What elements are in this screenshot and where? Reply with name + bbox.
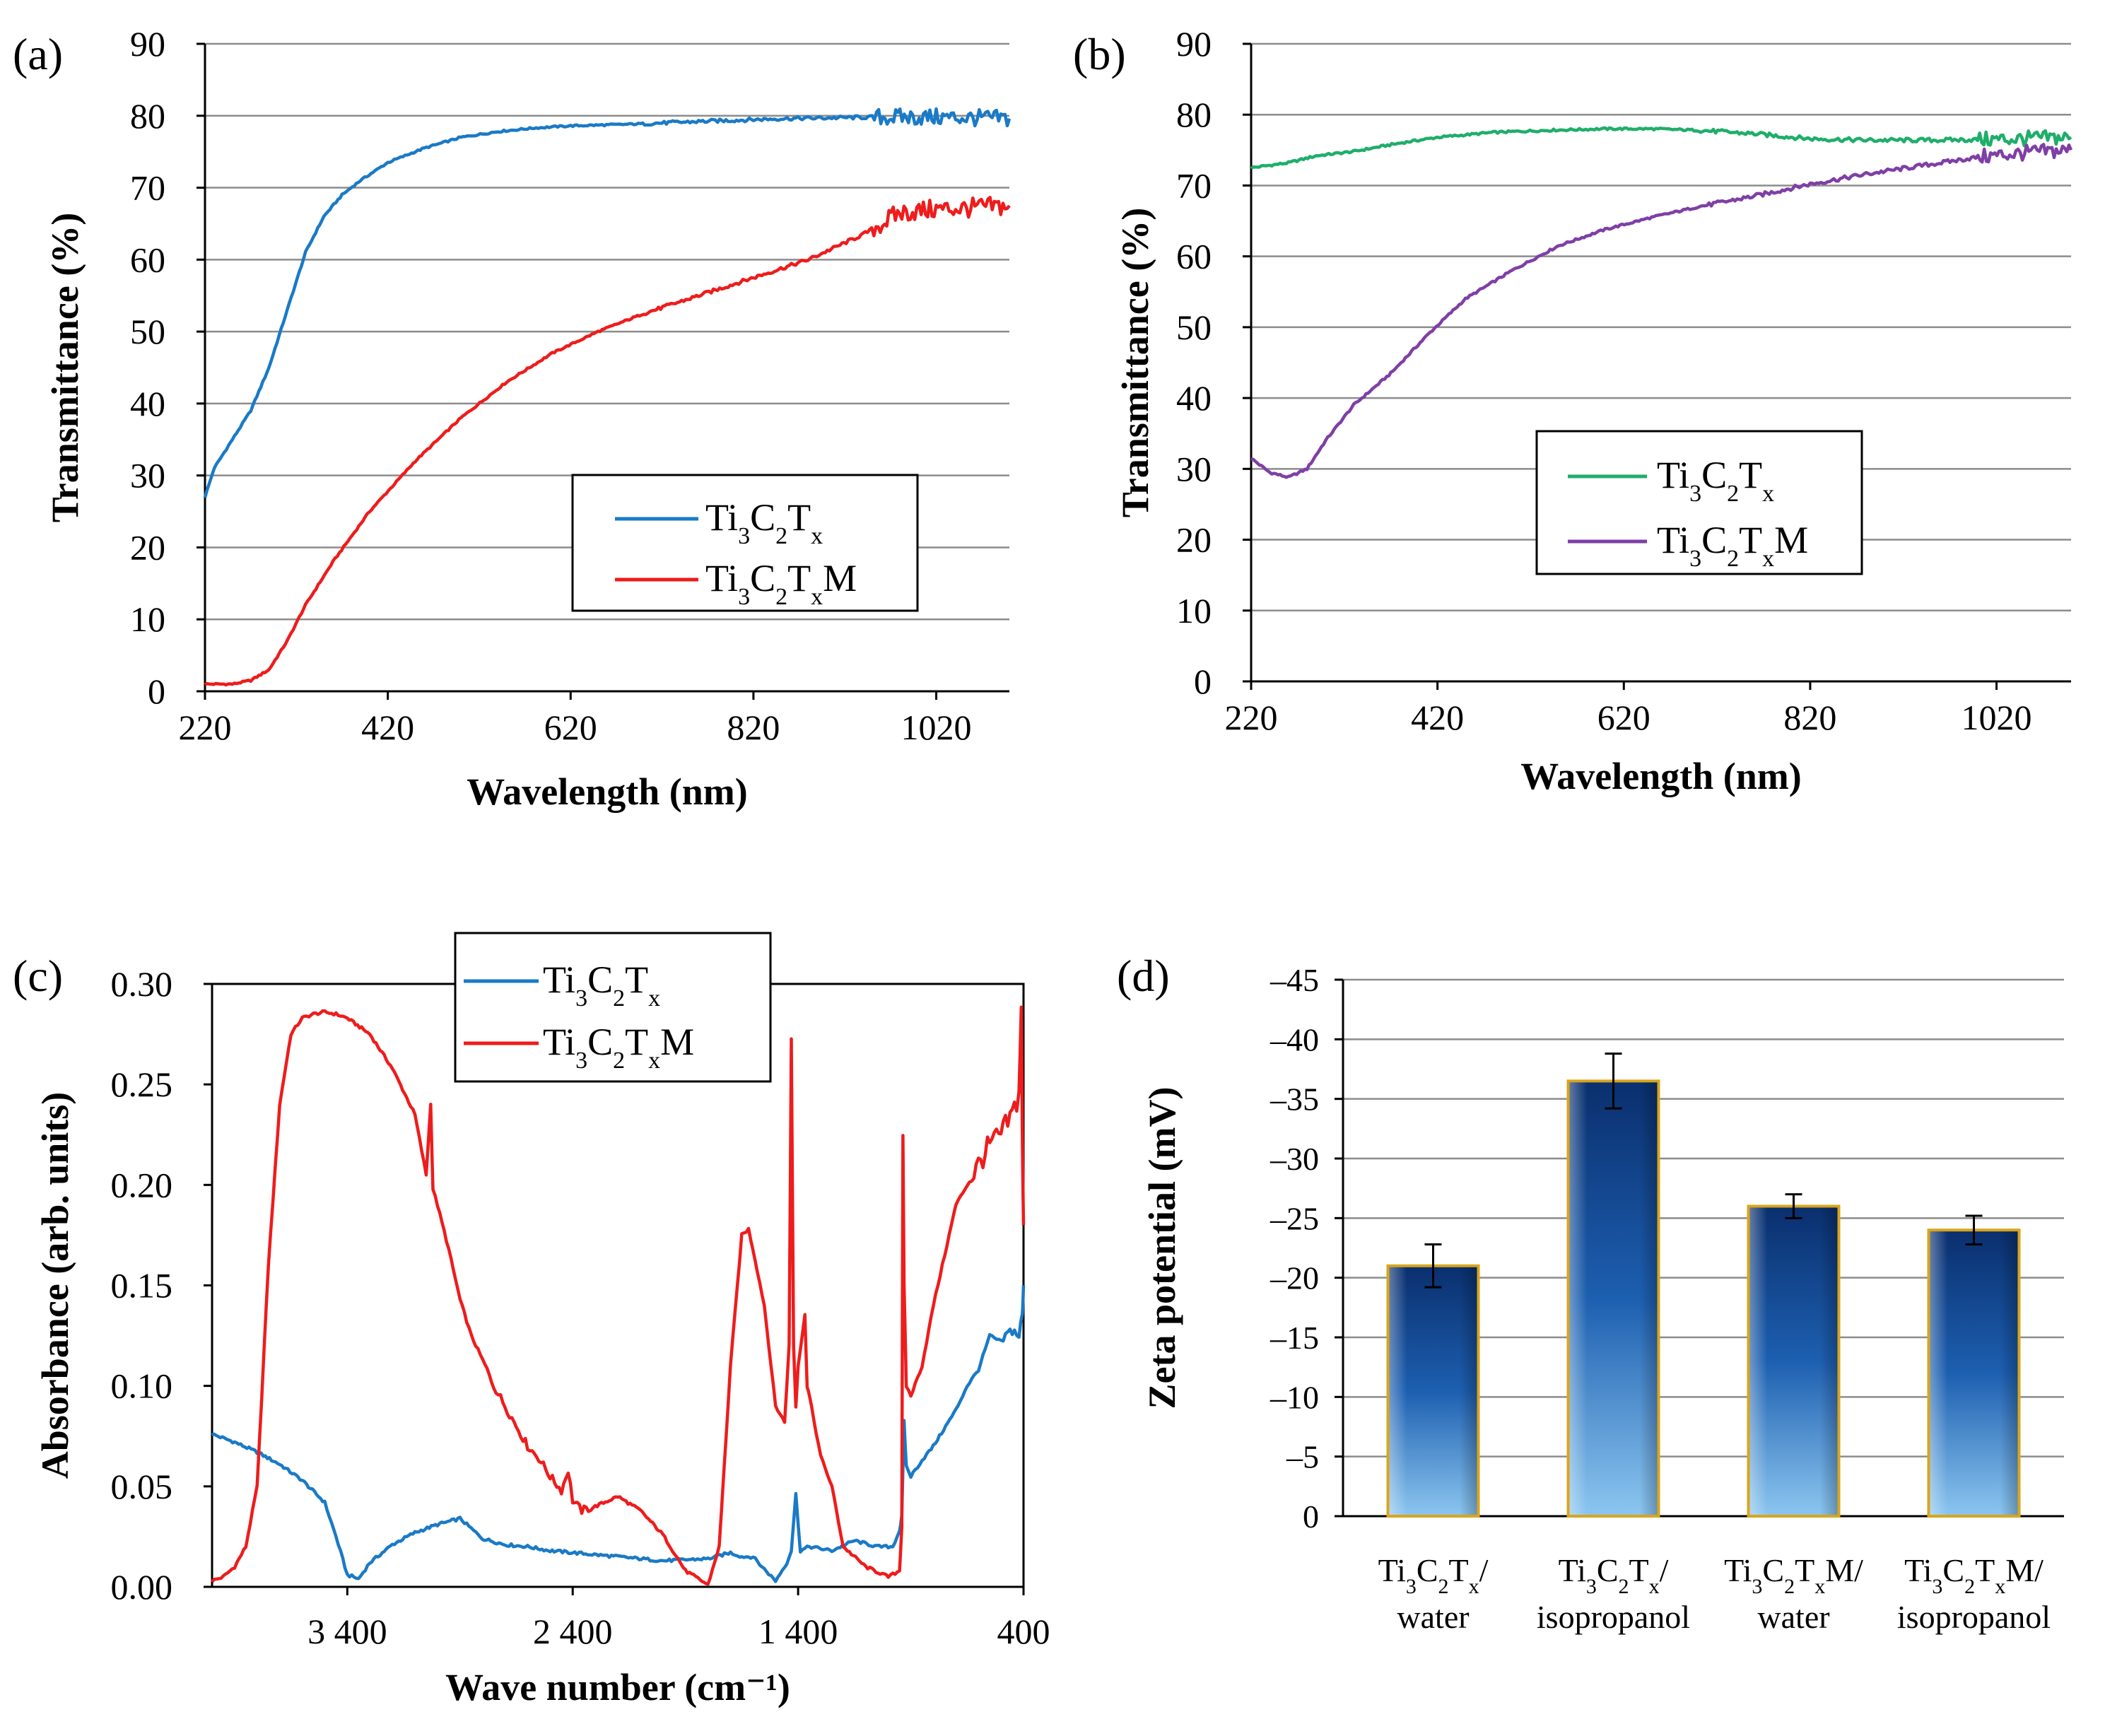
y-tick-label: 40 [130, 384, 165, 423]
chart-c: 0.00 0.05 0.10 0.15 0.20 0.25 0.30 3 400 2 400 1 … [34, 932, 1050, 1708]
bar-shade [1930, 1231, 2018, 1515]
legend-label-ti3c2tx: Ti3C2Tx [705, 496, 823, 549]
x-tick-label: 2 400 [533, 1612, 613, 1651]
series-line-ti3c2txm [211, 1005, 1026, 1586]
y-tick-label: 0.10 [111, 1366, 173, 1406]
series-line-ti3c2txm [1250, 143, 2073, 479]
y-tick-label: 10 [1176, 591, 1212, 631]
y-tick-label: 70 [1176, 165, 1212, 205]
y-tick-label: 20 [1176, 520, 1212, 560]
y-tick-label: 80 [130, 96, 165, 136]
x-axis-title: Wave number (cm⁻¹) [445, 1666, 790, 1708]
y-tick-label: –45 [1270, 962, 1319, 998]
y-tick-label: –40 [1270, 1021, 1319, 1057]
x-tick-label: 820 [1783, 698, 1836, 737]
y-tick-label: 40 [1176, 378, 1212, 418]
y-axis-title: Transmittance (%) [44, 213, 86, 522]
y-tick-label: 50 [130, 312, 165, 351]
y-tick-label: 0.15 [111, 1266, 173, 1306]
y-tick-label: –15 [1270, 1320, 1319, 1356]
panel-label-a: (a) [13, 29, 63, 79]
series-line-ti3c2tx [211, 1285, 1026, 1583]
y-tick-label: 50 [1176, 307, 1212, 347]
bar-shade [1749, 1207, 1838, 1515]
y-tick-label: 0.00 [111, 1567, 173, 1607]
y-axis-title: Absorbance (arb. units) [34, 1092, 76, 1479]
y-tick-label: –20 [1270, 1260, 1319, 1296]
panel-label-d: (d) [1117, 951, 1170, 1001]
category-label-line1: Ti3C2TxM/ [1724, 1552, 1863, 1598]
panel-label-b: (b) [1073, 29, 1126, 79]
y-axis-title: Zeta potential (mV) [1141, 1087, 1183, 1409]
y-tick-label: 20 [130, 527, 165, 567]
legend-label-ti3c2txm: Ti3C2TxM [543, 1021, 694, 1074]
y-tick-label: 0.20 [111, 1165, 173, 1204]
y-tick-label: –5 [1286, 1439, 1319, 1475]
legend-box [1535, 430, 1863, 575]
y-tick-label: 90 [130, 24, 165, 64]
x-tick-label: 620 [544, 708, 597, 747]
y-tick-label: –35 [1270, 1081, 1319, 1118]
x-tick-label: 420 [361, 708, 414, 747]
category-label-line2: water [1397, 1599, 1469, 1635]
x-tick-label: 220 [1225, 698, 1278, 737]
x-tick-label: 1020 [1962, 698, 2032, 737]
legend-box [454, 932, 772, 1083]
category-label-line2: water [1757, 1599, 1829, 1635]
y-tick-label: 70 [130, 168, 165, 208]
x-tick-label: 620 [1597, 698, 1650, 737]
category-label-line2: isopropanol [1897, 1599, 2051, 1635]
y-tick-label: 0 [148, 671, 165, 711]
x-axis-title: Wavelength (nm) [467, 770, 748, 813]
x-tick-label: 420 [1411, 698, 1464, 737]
series-line-ti3c2txm [204, 195, 1011, 687]
chart-d: 0 –5 –10 –15 –20 –25 –30 –35 –40 –45 Zeta potentia… [1141, 962, 2064, 1635]
category-label-line1: Ti3C2TxM/ [1904, 1552, 2044, 1598]
x-tick-label: 1 400 [758, 1612, 838, 1651]
series-line-ti3c2tx [203, 107, 1012, 498]
x-tick-label: 3 400 [307, 1612, 387, 1651]
category-label-line1: Ti3C2Tx/ [1378, 1552, 1489, 1598]
x-tick-label: 820 [727, 708, 780, 747]
y-tick-label: 10 [130, 599, 165, 639]
y-tick-label: –10 [1270, 1379, 1319, 1415]
y-tick-label: 30 [130, 456, 165, 495]
y-tick-label: 0.25 [111, 1065, 173, 1104]
y-tick-label: 80 [1176, 95, 1212, 134]
y-tick-label: 30 [1176, 449, 1212, 488]
legend-label-ti3c2txm: Ti3C2TxM [705, 557, 857, 610]
y-tick-label: –25 [1270, 1200, 1319, 1236]
y-tick-label: 0 [1194, 662, 1212, 701]
legend-box [571, 474, 919, 612]
legend-label-ti3c2txm: Ti3C2TxM [1657, 519, 1808, 572]
bar-shade [1389, 1267, 1477, 1515]
series-line-ti3c2tx [1250, 126, 2072, 170]
y-tick-label: 0 [1303, 1499, 1319, 1535]
x-tick-label: 220 [179, 708, 232, 747]
category-label-line2: isopropanol [1537, 1599, 1690, 1635]
category-label-line1: Ti3C2Tx/ [1559, 1552, 1669, 1598]
x-tick-label: 400 [997, 1612, 1050, 1651]
x-axis-title: Wavelength (nm) [1520, 755, 1802, 797]
y-tick-label: 0.30 [111, 964, 173, 1004]
y-tick-label: 60 [1176, 237, 1212, 276]
x-tick-label: 1020 [901, 708, 972, 747]
y-tick-label: 90 [1176, 24, 1212, 64]
panel-label-c: (c) [13, 951, 63, 1001]
legend-label-ti3c2tx: Ti3C2Tx [543, 958, 660, 1011]
y-tick-label: 60 [130, 240, 165, 279]
y-axis-title: Transmittance (%) [1114, 208, 1156, 517]
bar-shade [1569, 1082, 1658, 1515]
y-tick-label: –30 [1270, 1141, 1319, 1177]
y-tick-label: 0.05 [111, 1467, 173, 1506]
legend-label-ti3c2tx: Ti3C2Tx [1657, 454, 1774, 507]
